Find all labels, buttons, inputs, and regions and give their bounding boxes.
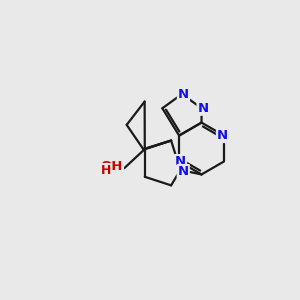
Text: N: N (178, 165, 189, 178)
Text: OH: OH (100, 160, 123, 173)
Text: H: H (101, 164, 111, 177)
Text: N: N (178, 88, 189, 100)
Text: N: N (197, 102, 208, 115)
Text: N: N (217, 129, 228, 142)
Text: N: N (175, 155, 186, 168)
